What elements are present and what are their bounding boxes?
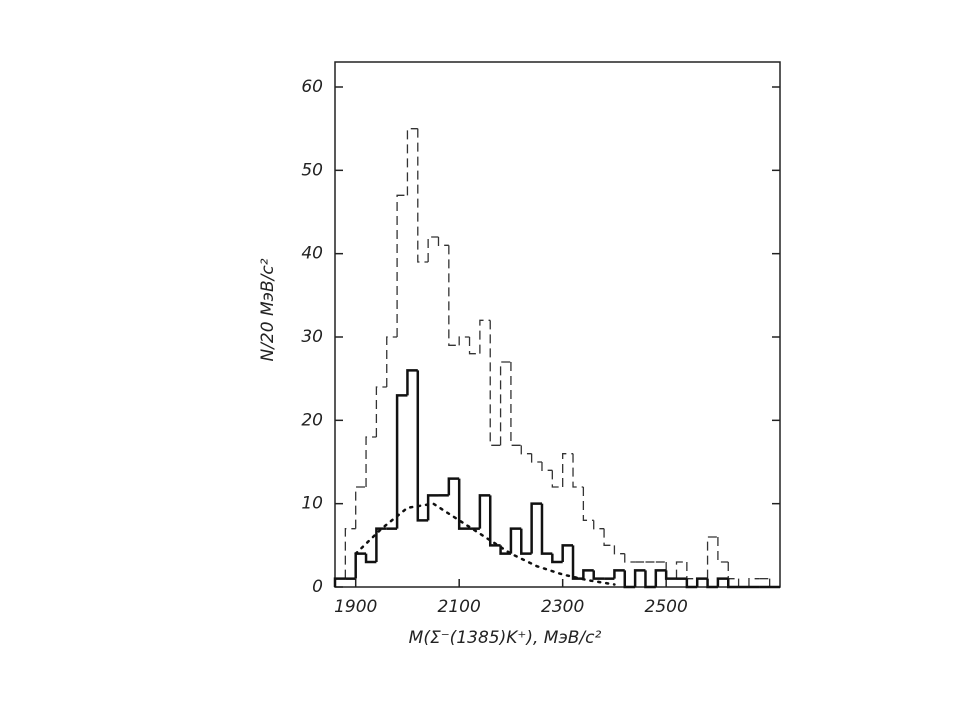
histogram-step [458,336,470,346]
histogram-step [571,545,584,580]
histogram-step [551,470,563,488]
histogram-step [396,194,408,337]
histogram-step [686,562,698,580]
histogram-step [395,394,408,529]
y-tick-label: 10 [301,494,323,514]
histogram-step [437,237,449,246]
histogram-step [488,495,501,547]
y-tick-label: 50 [301,160,323,180]
histogram-step [727,562,739,580]
histogram-step [479,319,491,354]
fit-curve [354,502,616,586]
histogram-step [447,477,460,496]
histogram-step [375,386,387,437]
histogram-step [540,503,553,555]
histogram-step [623,570,636,589]
histogram-step [427,236,439,262]
histogram-step [499,361,511,446]
histogram-step [457,478,470,530]
y-tick-label: 40 [301,244,323,264]
x-tick-label: 2500 [645,597,688,617]
histogram-step [551,553,563,564]
histogram-step [664,570,677,580]
histogram-step [561,544,574,562]
histogram-step [633,569,646,587]
histogram-step [417,128,429,263]
y-axis-label: N/20 МэВ/c² [258,258,278,361]
histogram-step [562,453,574,487]
histogram-step [365,436,377,487]
histogram-step [364,553,377,564]
histogram-step [355,486,367,529]
histogram-step [727,578,739,589]
histogram-step [593,520,605,530]
histogram-step [509,527,522,554]
y-tick-label: 20 [301,410,323,430]
histogram-step [654,569,667,587]
histogram-step [695,577,708,587]
histogram-step [344,528,356,579]
histogram-step [426,494,439,521]
histogram-step [706,578,718,589]
histogram-step [354,552,367,579]
histogram-step [706,536,718,579]
plot-frame [334,61,781,588]
y-tick-label: 60 [301,77,323,97]
histogram-step [386,336,398,387]
histogram-step [613,569,625,579]
histogram-step [530,453,542,463]
histogram-step [716,577,729,587]
x-tick-label: 2300 [541,597,584,617]
histogram-step [592,570,605,580]
histogram-step [448,245,460,346]
histogram-step [375,527,387,562]
histogram-step [530,502,542,554]
histogram-step [416,370,429,522]
histogram-step [572,453,584,488]
histogram-step [489,320,501,446]
y-tick-label: 0 [312,577,323,597]
histogram-step [603,528,615,546]
histogram-step [406,128,418,196]
histogram-step [644,570,656,589]
histogram-step [675,561,687,579]
histogram-step [665,562,677,580]
histogram-step [520,528,532,555]
histogram-step [624,553,636,563]
histogram-step [541,462,553,471]
histogram-step [468,337,480,355]
histogram-step [685,578,698,589]
histogram-step [520,445,532,455]
histogram-step [748,578,760,587]
y-tick-label: 30 [301,327,323,347]
histogram-step [333,577,346,587]
histogram-step [717,537,729,563]
histogram-step [510,362,522,446]
x-tick-label: 1900 [334,597,377,617]
histogram-step [582,487,594,521]
x-tick-label: 2100 [438,597,481,617]
x-axis-label: M(Σ⁻(1385)K⁺), МэВ/c² [409,628,602,648]
histogram-step [478,494,491,529]
histogram-step [406,369,418,396]
histogram-step [613,545,625,555]
histogram-step [582,569,594,579]
